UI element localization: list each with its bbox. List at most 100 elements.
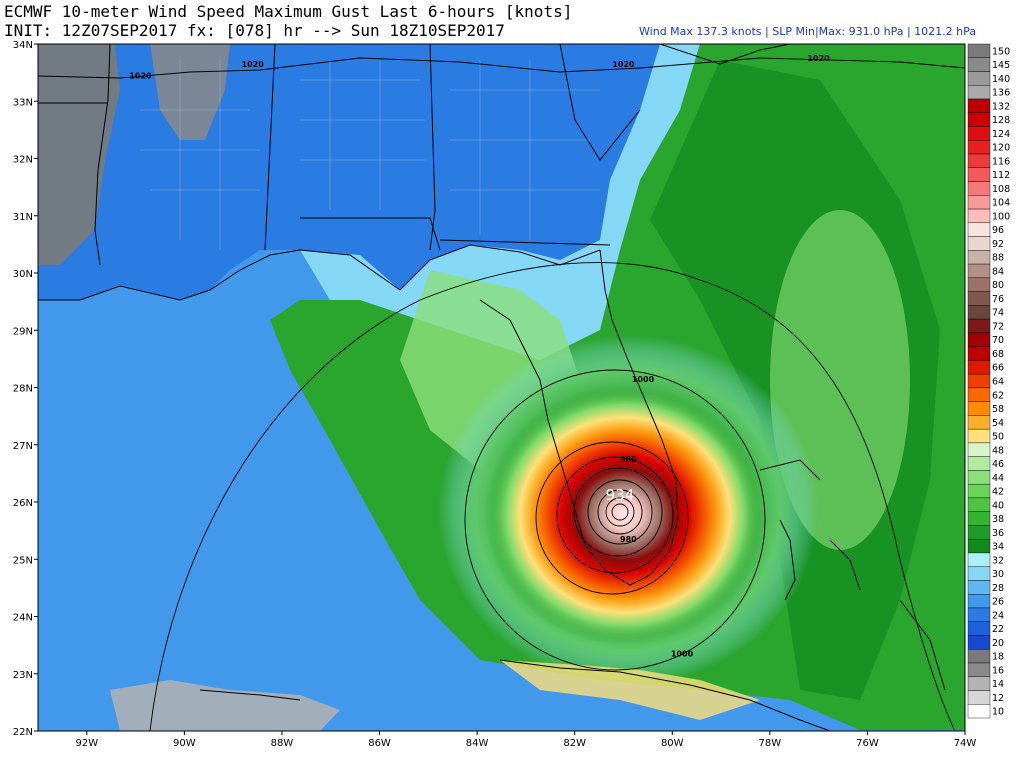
colorbar-swatch: [967, 497, 991, 512]
hurricane-wind-core: [485, 385, 765, 645]
lat-tick-label: 22N: [13, 727, 33, 738]
lon-tick-label: 80W: [661, 738, 684, 749]
colorbar-label: 32: [992, 555, 1004, 566]
colorbar-label: 128: [992, 115, 1010, 126]
land-grey-patch-2: [150, 44, 230, 140]
isobar-label: 1020: [129, 71, 152, 80]
cuba-gust-patch: [110, 680, 340, 731]
colorbar-label: 140: [992, 74, 1010, 85]
colorbar-swatch: [967, 71, 991, 86]
colorbar-label: 84: [992, 266, 1004, 277]
center-pressure-label: 934: [606, 486, 635, 504]
lat-tick-label: 30N: [13, 269, 33, 280]
colorbar-swatch: [967, 222, 991, 237]
colorbar-label: 16: [992, 665, 1004, 676]
lon-tick-label: 86W: [368, 738, 391, 749]
colorbar-label: 36: [992, 528, 1004, 539]
colorbar-label: 136: [992, 88, 1010, 99]
colorbar-label: 92: [992, 239, 1004, 250]
colorbar-label: 26: [992, 597, 1004, 608]
colorbar-label: 24: [992, 610, 1004, 621]
state-boundaries: [38, 44, 791, 586]
colorbar-label: 96: [992, 225, 1004, 236]
lon-tick-label: 84W: [466, 738, 489, 749]
colorbar-label: 54: [992, 418, 1004, 429]
colorbar-label: 116: [992, 156, 1010, 167]
lon-tick-label: 78W: [759, 738, 782, 749]
colorbar-swatch: [967, 525, 991, 540]
lon-tick-label: 82W: [563, 738, 586, 749]
isobars: [38, 57, 965, 731]
colorbar-label: 76: [992, 294, 1004, 305]
colorbar-swatch: [967, 43, 991, 58]
colorbar-swatch: [967, 153, 991, 168]
colorbar-swatch: [967, 208, 991, 224]
colorbar-swatch: [967, 456, 991, 471]
isobar-label: 1000: [671, 650, 694, 659]
colorbar-swatch: [967, 305, 991, 320]
lat-tick-label: 26N: [13, 498, 33, 509]
colorbar-swatch: [967, 635, 991, 650]
colorbar-swatch: [967, 415, 991, 430]
colorbar-swatch: [967, 263, 991, 279]
stats-readout: Wind Max 137.3 knots | SLP Min|Max: 931.…: [639, 25, 976, 38]
colorbar-label: 68: [992, 349, 1004, 360]
colorbar-swatch: [967, 250, 991, 265]
lat-tick-label: 34N: [13, 40, 33, 51]
isobar-labels: 1020 1020 1020 1020 1000 980 980 1000: [129, 54, 830, 658]
lon-tick-label: 76W: [856, 738, 879, 749]
lon-tick-label: 92W: [75, 738, 98, 749]
colorbar: 150 145 140 136 132 128 124 120 116 112 108 104 100 9…: [967, 43, 1010, 719]
colorbar-label: 108: [992, 184, 1010, 195]
map-subtitle: INIT: 12Z07SEP2017 fx: [078] hr --> Sun …: [4, 21, 505, 40]
colorbar-swatch: [967, 621, 991, 636]
lat-tick-label: 32N: [13, 155, 33, 166]
colorbar-swatch: [967, 442, 991, 457]
map-plot-area: [38, 44, 965, 731]
colorbar-swatch: [967, 140, 991, 155]
colorbar-swatch: [967, 538, 991, 554]
colorbar-label: 132: [992, 101, 1010, 112]
colorbar-label: 62: [992, 390, 1004, 401]
colorbar-swatch: [967, 552, 991, 567]
colorbar-label: 40: [992, 500, 1004, 511]
colorbar-label: 112: [992, 170, 1010, 181]
colorbar-swatch: [967, 676, 991, 691]
colorbar-label: 20: [992, 638, 1004, 649]
colorbar-label: 74: [992, 308, 1004, 319]
colorbar-swatch: [967, 57, 991, 72]
colorbar-swatch: [967, 428, 991, 444]
colorbar-swatch: [967, 360, 991, 375]
colorbar-swatch: [967, 167, 991, 182]
longitude-axis: 92W 90W 88W 86W 84W 82W 80W 78W 76W 74W: [75, 731, 976, 749]
colorbar-swatch: [967, 594, 991, 609]
colorbar-swatch: [967, 649, 991, 664]
colorbar-label: 10: [992, 707, 1004, 718]
colorbar-label: 66: [992, 363, 1004, 374]
isobar-label: 1020: [807, 54, 830, 63]
colorbar-swatch: [967, 704, 991, 719]
lon-tick-label: 88W: [271, 738, 294, 749]
colorbar-label: 38: [992, 514, 1004, 525]
colorbar-label: 42: [992, 487, 1004, 498]
colorbar-swatch: [967, 346, 991, 361]
colorbar-label: 80: [992, 280, 1004, 291]
island-outlines: [199, 459, 946, 731]
map-title: ECMWF 10-meter Wind Speed Maximum Gust L…: [4, 2, 573, 21]
colorbar-label: 14: [992, 679, 1004, 690]
colorbar-swatch: [967, 195, 991, 210]
colorbar-swatch: [967, 291, 991, 306]
colorbar-label: 50: [992, 432, 1004, 443]
lat-tick-label: 24N: [13, 613, 33, 624]
colorbar-label: 46: [992, 459, 1004, 470]
colorbar-swatch: [967, 373, 991, 389]
colorbar-swatch: [967, 401, 991, 416]
lat-tick-label: 28N: [13, 384, 33, 395]
colorbar-label: 28: [992, 583, 1004, 594]
colorbar-label: 18: [992, 652, 1004, 663]
cuba-gust-patch-east: [500, 660, 760, 720]
colorbar-label: 44: [992, 473, 1004, 484]
colorbar-swatch: [967, 580, 991, 595]
colorbar-swatch: [967, 511, 991, 526]
